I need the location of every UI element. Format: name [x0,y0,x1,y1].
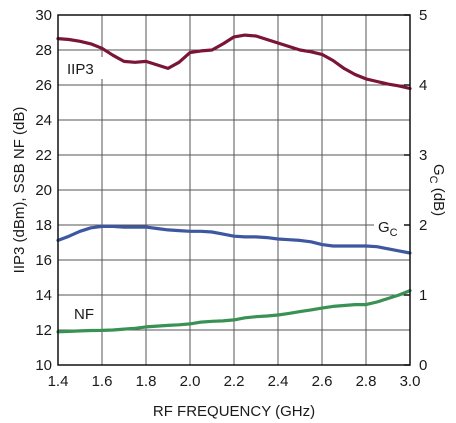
y2-axis-label-main: G [430,164,447,176]
x-tick-label: 2.4 [268,373,289,390]
y2-tick-label: 2 [419,217,427,234]
y-tick-label: 30 [35,7,52,24]
y-tick-label: 28 [35,42,52,59]
series-label-iip3: IIP3 [67,61,94,78]
series-line-iip3 [56,33,412,91]
x-tick-labels: 1.4 1.6 1.8 2.0 2.2 2.4 2.6 2.8 3.0 [48,373,421,390]
series-label-nf: NF [74,306,94,323]
x-tick-label: 2.2 [224,373,245,390]
y-tick-label: 18 [35,217,52,234]
x-tick-label: 2.0 [180,373,201,390]
nf-label-bg [72,302,100,324]
y2-tick-label: 4 [419,77,427,94]
y-tick-label: 12 [35,322,52,339]
y2-tick-label: 0 [419,357,427,374]
series-line-gc [56,224,412,255]
y-tick-label: 24 [35,112,52,129]
series-line-nf [56,289,412,334]
y2-axis-label-sub: C [427,176,439,184]
plot-frame [57,14,411,366]
y2-axis-label-unit: (dB) [430,184,447,217]
y2-axis-label: GC (dB) [427,164,447,216]
y-tick-label: 26 [35,77,52,94]
series-label-gc-main: G [378,219,390,236]
y2-tick-label: 3 [419,147,427,164]
y-tick-label: 20 [35,182,52,199]
series-label-gc-sub: C [390,227,398,239]
x-tick-label: 1.8 [136,373,157,390]
gc-label-bg [374,212,404,240]
x-tick-label: 2.8 [356,373,377,390]
y-tick-labels: 10 12 14 16 18 20 22 24 26 28 30 [35,7,52,374]
iip3-label-bg [64,57,112,79]
series-label-gc: GC [378,219,398,239]
y-tick-label: 10 [35,357,52,374]
x-axis-label: RF FREQUENCY (GHz) [153,403,315,420]
y2-tick-label: 5 [419,7,427,24]
x-tick-label: 3.0 [400,373,421,390]
y-axis-label: IIP3 (dBm), SSB NF (dB) [11,107,28,274]
y-tick-label: 14 [35,287,52,304]
y-tick-label: 22 [35,147,52,164]
y2-tick-label: 1 [419,287,427,304]
y2-tick-labels: 0 1 2 3 4 5 [419,7,427,374]
x-tick-label: 1.4 [48,373,69,390]
x-tick-label: 1.6 [92,373,113,390]
y-tick-label: 16 [35,252,52,269]
x-tick-label: 2.6 [312,373,333,390]
series-lines [56,33,412,334]
